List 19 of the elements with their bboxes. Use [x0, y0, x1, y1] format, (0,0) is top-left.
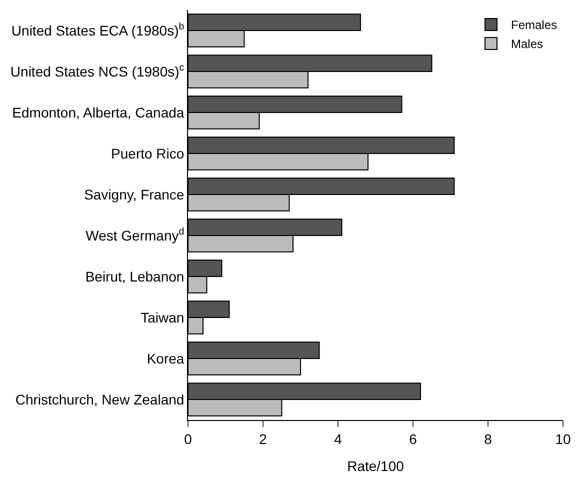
x-tick-label: 6 — [409, 430, 418, 447]
y-tick-label: Christchurch, New Zealand — [15, 391, 184, 408]
y-tick-label: Puerto Rico — [111, 145, 184, 162]
y-tick-label: Savigny, France — [84, 186, 184, 202]
x-tick-label: 10 — [555, 430, 571, 447]
y-tick-label: Taiwan — [140, 309, 184, 326]
x-tick-label: 2 — [259, 430, 268, 447]
x-tick-label: 4 — [334, 430, 342, 447]
y-tick-label: West Germany$^{d}$ — [86, 226, 184, 244]
x-tick-label: 8 — [484, 430, 492, 447]
legend-label: Males — [511, 37, 544, 52]
y-tick-label: Beirut, Lebanon — [85, 268, 184, 284]
y-tick-label: Edmonton, Alberta, Canada — [12, 104, 184, 120]
x-axis-title: Rate/100 — [347, 458, 404, 474]
y-tick-label: United States ECA (1980s)$^{b}$ — [11, 22, 185, 38]
y-tick-label: United States NCS (1980s)$^{c}$ — [10, 62, 184, 80]
legend-label: Females — [511, 18, 558, 32]
x-tick-label: 0 — [184, 430, 192, 447]
y-tick-label: Korea — [146, 350, 184, 366]
